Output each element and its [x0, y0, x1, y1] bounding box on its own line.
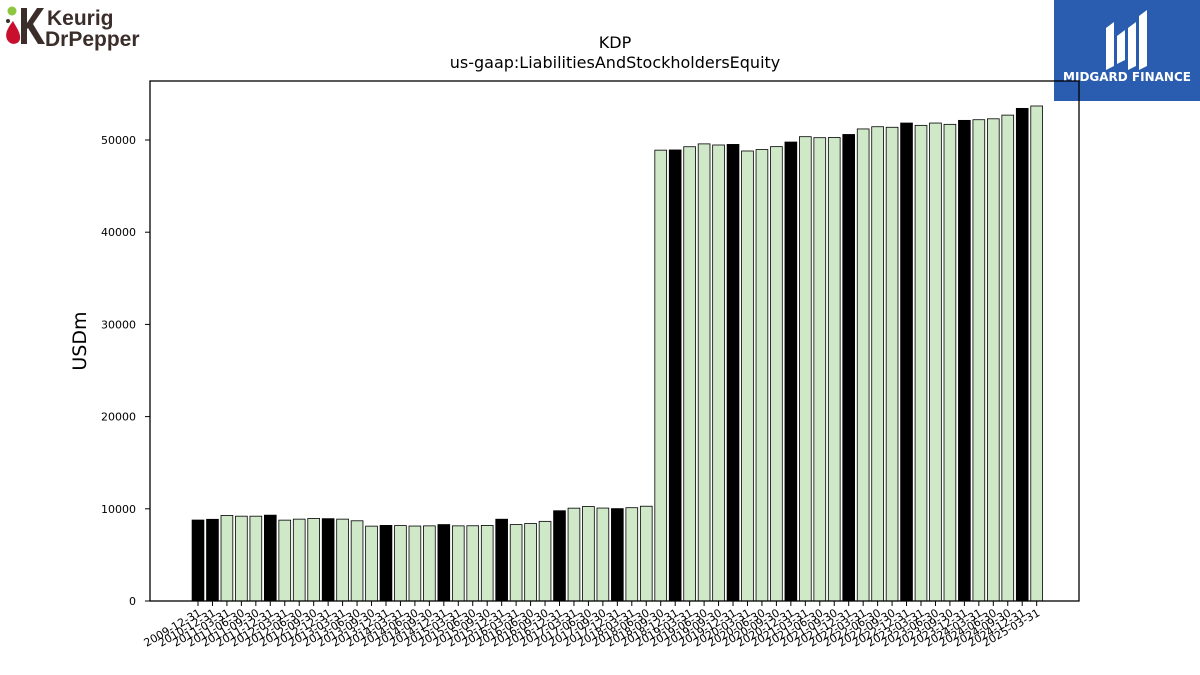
bar — [1015, 107, 1029, 602]
bar — [495, 518, 508, 602]
bar — [914, 124, 928, 602]
midgard-finance-logo: MIDGARD FINANCE — [1054, 0, 1200, 101]
bar — [437, 524, 451, 602]
bar — [220, 515, 234, 602]
bar — [842, 134, 855, 602]
bar — [408, 525, 422, 602]
bar — [553, 510, 566, 602]
keurig-drpepper-logo: Keurig DrPepper — [6, 6, 140, 51]
y-tick-label: 50000 — [101, 134, 136, 147]
y-tick-label: 30000 — [101, 318, 136, 331]
bar — [263, 514, 277, 602]
y-tick-label: 20000 — [101, 411, 136, 424]
bar — [292, 518, 306, 602]
bar — [799, 136, 812, 602]
bar — [712, 144, 725, 602]
bar — [206, 518, 219, 602]
bar — [813, 137, 827, 602]
bar — [900, 122, 913, 602]
bar — [466, 525, 480, 602]
bar — [741, 150, 754, 602]
bar — [365, 525, 378, 602]
bar — [336, 518, 349, 602]
red-drop-icon — [6, 21, 21, 44]
x-axis-ticks: 2009-12-312010-12-312011-03-312011-06-30… — [142, 601, 1042, 650]
chart-title: KDP — [599, 33, 632, 52]
y-axis-label: USDm — [69, 311, 91, 370]
bars-layer — [191, 105, 1043, 602]
bar — [451, 525, 465, 602]
k-mark-icon — [21, 8, 45, 44]
bar — [972, 119, 986, 602]
bar — [350, 520, 364, 602]
bar — [856, 128, 870, 602]
bar — [943, 123, 957, 602]
bar — [582, 506, 595, 602]
bar — [668, 149, 682, 602]
bar — [249, 515, 263, 602]
bar — [611, 508, 624, 602]
bar — [770, 146, 783, 602]
bar — [871, 126, 884, 602]
midgard-mark-icon — [1106, 10, 1147, 70]
bar — [987, 118, 1000, 602]
bar — [423, 525, 436, 602]
bar — [827, 137, 841, 602]
bar — [191, 519, 205, 602]
y-tick-label: 0 — [129, 595, 136, 608]
bar — [697, 143, 711, 602]
bar — [596, 507, 610, 602]
bar — [480, 525, 494, 602]
bar — [726, 144, 740, 602]
bar — [639, 505, 653, 602]
logo-label: MIDGARD FINANCE — [1063, 70, 1191, 84]
bar — [307, 518, 320, 602]
bar — [235, 515, 248, 602]
chart-subtitle: us-gaap:LiabilitiesAndStockholdersEquity — [450, 53, 781, 72]
bar — [654, 149, 668, 602]
dot-icon — [6, 19, 10, 23]
y-tick-label: 40000 — [101, 226, 136, 239]
bar — [1001, 114, 1015, 602]
bar — [625, 507, 639, 602]
bar — [567, 507, 581, 602]
logo-line1: Keurig — [47, 7, 114, 30]
bar — [394, 525, 407, 602]
bar — [1030, 105, 1043, 602]
bar — [379, 525, 393, 602]
logo-line2: DrPepper — [45, 28, 140, 51]
y-axis-ticks: 0 10000 20000 30000 40000 50000 — [101, 134, 150, 608]
bar — [278, 519, 292, 602]
bar — [524, 523, 537, 602]
bar — [321, 518, 335, 602]
bar — [885, 126, 899, 602]
bar — [683, 146, 696, 602]
y-tick-label: 10000 — [101, 503, 136, 516]
bar — [538, 520, 552, 602]
plot-frame — [149, 80, 1080, 602]
bar — [958, 119, 971, 602]
bar — [929, 122, 942, 602]
green-leaf-icon — [7, 6, 17, 16]
bar — [755, 149, 769, 602]
bar — [509, 524, 523, 602]
bar — [784, 141, 798, 602]
logo-background — [1054, 0, 1200, 101]
